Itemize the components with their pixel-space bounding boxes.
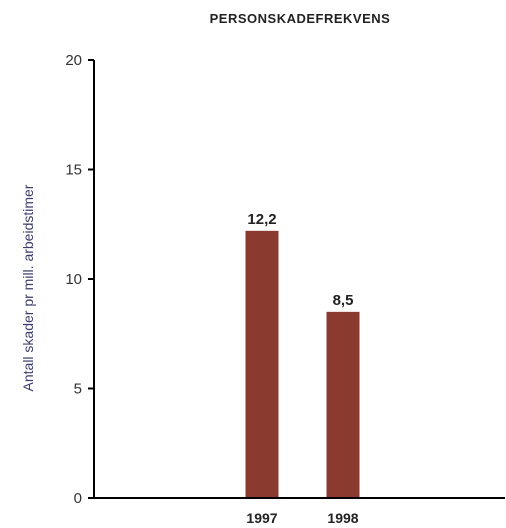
bar-1998 bbox=[326, 311, 360, 498]
bar-1997 bbox=[245, 230, 279, 498]
y-axis-ticks: 0 5 10 15 20 bbox=[65, 52, 94, 507]
y-tick-label: 15 bbox=[65, 162, 82, 179]
bars-group bbox=[245, 230, 360, 498]
data-label-1997: 12,2 bbox=[247, 211, 276, 228]
y-tick-label: 20 bbox=[65, 52, 82, 69]
y-tick-label: 5 bbox=[74, 381, 82, 398]
x-tick-label-1997: 1997 bbox=[246, 510, 277, 526]
x-tick-label-1998: 1998 bbox=[327, 510, 358, 526]
y-tick-label: 0 bbox=[74, 490, 82, 507]
chart-title: PERSONSKADEFREKVENS bbox=[210, 11, 391, 26]
data-labels-group: 12,2 8,5 bbox=[247, 211, 353, 309]
data-label-1998: 8,5 bbox=[333, 292, 354, 309]
y-axis-label: Antall skader pr mill. arbeidstimer bbox=[20, 184, 36, 391]
x-axis-labels: 1997 1998 bbox=[246, 510, 358, 526]
y-tick-label: 10 bbox=[65, 271, 82, 288]
